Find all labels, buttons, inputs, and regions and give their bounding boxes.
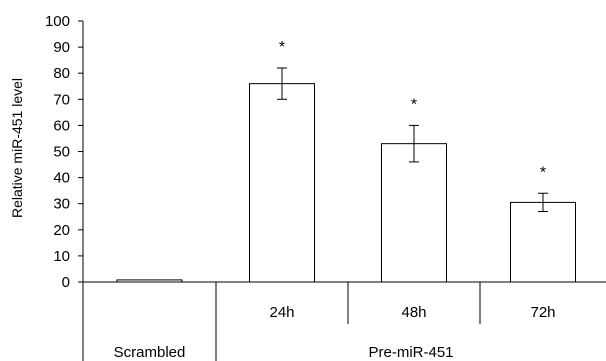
y-tick-label: 10 <box>53 248 70 265</box>
bar <box>249 83 315 283</box>
category-labels: 24h 48h 72h <box>269 304 555 321</box>
y-tick-label: 20 <box>53 222 70 239</box>
y-tick-label: 90 <box>53 39 70 56</box>
category-label: 24h <box>269 304 294 321</box>
error-bars <box>277 67 548 213</box>
category-label: 48h <box>401 304 426 321</box>
y-tick-label: 0 <box>62 274 70 291</box>
y-tick-label: 40 <box>53 170 70 187</box>
y-tick-label: 30 <box>53 196 70 213</box>
y-axis <box>78 20 84 361</box>
group-label: Scrambled <box>114 344 186 361</box>
y-tick-label: 100 <box>45 13 70 30</box>
bar <box>510 201 576 283</box>
significance-marker: * <box>279 39 285 56</box>
significance-marker: * <box>411 96 417 113</box>
y-tick-label: 60 <box>53 117 70 134</box>
group-labels: Scrambled Pre-miR-451 <box>114 344 454 361</box>
group-label: Pre-miR-451 <box>368 344 453 361</box>
x-axis <box>83 281 606 361</box>
y-tick-label: 70 <box>53 91 70 108</box>
bars <box>116 83 576 283</box>
bar <box>381 143 447 283</box>
category-label: 72h <box>530 304 555 321</box>
significance-marker: * <box>540 164 546 181</box>
y-axis-title: Relative miR-451 level <box>9 78 25 218</box>
y-tick-label: 80 <box>53 65 70 82</box>
significance-markers: * * * <box>279 39 546 181</box>
y-tick-labels: 0 10 20 30 40 50 60 70 80 90 100 <box>45 13 70 291</box>
y-tick-label: 50 <box>53 144 70 161</box>
